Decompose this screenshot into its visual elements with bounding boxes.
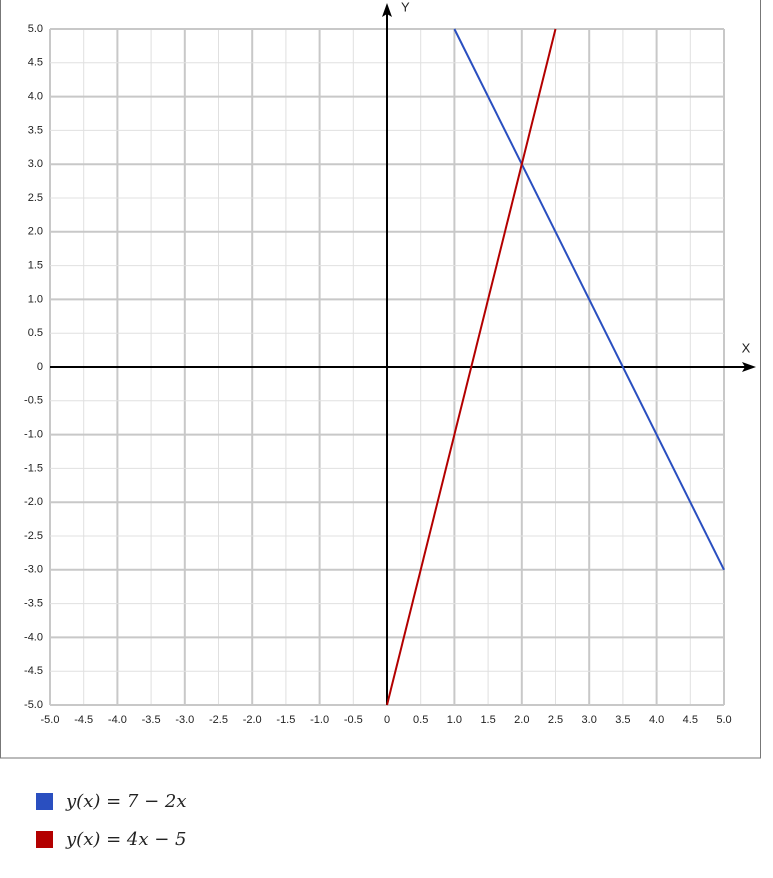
x-tick-label: 3.0 (582, 714, 597, 726)
x-tick-label: 4.5 (683, 714, 698, 726)
y-tick-label: 4.0 (28, 91, 43, 103)
x-tick-label: -0.5 (344, 714, 363, 726)
x-tick-label: -1.5 (276, 714, 295, 726)
y-tick-label: -1.0 (24, 429, 43, 441)
y-tick-label: -1.5 (24, 462, 43, 474)
y-tick-label: 0.5 (28, 327, 43, 339)
legend-swatch (36, 793, 53, 810)
x-tick-label: 1.0 (447, 714, 462, 726)
x-tick-label: -3.5 (142, 714, 161, 726)
y-tick-label: 1.5 (28, 260, 43, 272)
y-tick-label: 2.5 (28, 192, 43, 204)
y-axis-arrow (382, 3, 392, 17)
y-tick-label: 5.0 (28, 23, 43, 35)
x-axis-arrow (742, 362, 756, 372)
x-tick-label: -3.0 (175, 714, 194, 726)
x-tick-label: 4.0 (649, 714, 664, 726)
y-tick-label: -4.0 (24, 631, 43, 643)
y-tick-label: 4.5 (28, 57, 43, 69)
line-series (386, 28, 557, 706)
y-tick-label: -2.5 (24, 530, 43, 542)
x-tick-label: 0 (384, 714, 390, 726)
x-tick-label: -2.5 (209, 714, 228, 726)
y-tick-label: 3.0 (28, 158, 43, 170)
y-tick-label: 0 (37, 361, 43, 373)
x-tick-label: 5.0 (716, 714, 731, 726)
x-tick-label: 3.5 (615, 714, 630, 726)
legend-label: y(x) = 7 − 2x (65, 791, 186, 812)
y-tick-label: -3.5 (24, 598, 43, 610)
legend-swatch (36, 831, 53, 848)
y-tick-label: 1.0 (28, 293, 43, 305)
y-tick-label: -0.5 (24, 395, 43, 407)
x-tick-label: -4.5 (74, 714, 93, 726)
x-tick-label: -2.0 (243, 714, 262, 726)
x-tick-label: 0.5 (413, 714, 428, 726)
chart-frame (0, 0, 761, 759)
x-axis-label: X (742, 340, 751, 355)
y-tick-label: 3.5 (28, 124, 43, 136)
y-tick-label: 2.0 (28, 226, 43, 238)
y-tick-label: -5.0 (24, 699, 43, 711)
y-tick-label: -4.5 (24, 665, 43, 677)
y-tick-label: -2.0 (24, 496, 43, 508)
x-tick-label: -4.0 (108, 714, 127, 726)
x-tick-label: -5.0 (41, 714, 60, 726)
x-tick-label: 2.0 (514, 714, 529, 726)
legend-label: y(x) = 4x − 5 (65, 829, 186, 850)
x-tick-label: 2.5 (548, 714, 563, 726)
y-tick-label: -3.0 (24, 564, 43, 576)
x-tick-label: -1.0 (310, 714, 329, 726)
line-series (453, 28, 725, 571)
y-axis-label: Y (401, 0, 410, 14)
x-tick-label: 1.5 (480, 714, 495, 726)
